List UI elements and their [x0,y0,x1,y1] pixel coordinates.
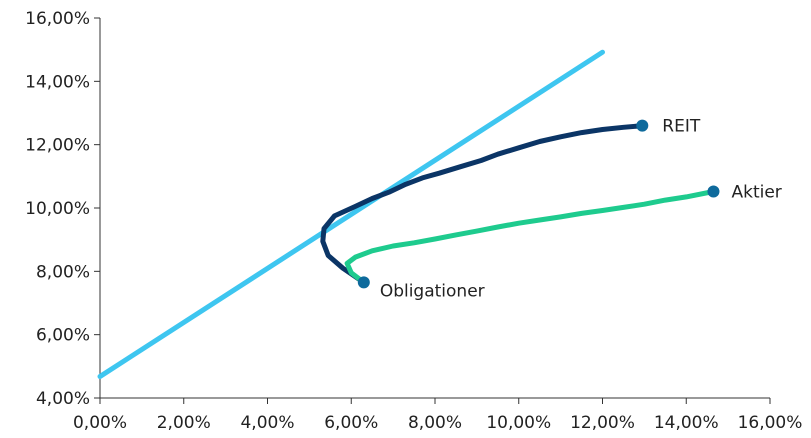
point-marker-obligationer [357,276,370,289]
point-marker-reit [636,119,649,132]
y-tick-labels: 4,00% 6,00% 8,00% 10,00% 12,00% 14,00% 16,00% [25,9,90,409]
x-tick-label: 12,00% [570,413,635,433]
x-tick-label: 8,00% [408,413,462,433]
point-label-obligationer: Obligationer [380,281,485,301]
y-tick-label: 12,00% [25,136,90,156]
x-tick-label: 6,00% [324,413,378,433]
y-tick-label: 4,00% [36,389,90,409]
y-tick-label: 10,00% [25,199,90,219]
y-tick-label: 16,00% [25,9,90,29]
x-tick-label: 14,00% [654,413,719,433]
point-marker-aktier [707,185,720,198]
x-tick-label: 4,00% [240,413,294,433]
x-tick-label: 16,00% [738,413,803,433]
x-tick-label: 0,00% [73,413,127,433]
x-tick-labels: 0,00% 2,00% 4,00% 6,00% 8,00% 10,00% 12,00% 14,… [73,413,802,433]
y-tick-label: 8,00% [36,262,90,282]
point-label-aktier: Aktier [731,183,781,203]
series-line-1 [320,123,645,285]
series-line-2 [344,189,716,285]
x-tick-label: 10,00% [486,413,551,433]
y-tick-label: 14,00% [25,72,90,92]
series-layer [97,49,716,379]
series-line-0 [97,49,605,379]
y-tick-label: 6,00% [36,326,90,346]
points-layer: REIT Aktier Obligationer [357,117,782,301]
point-label-reit: REIT [662,117,701,137]
axes [94,17,771,404]
x-tick-label: 2,00% [157,413,211,433]
